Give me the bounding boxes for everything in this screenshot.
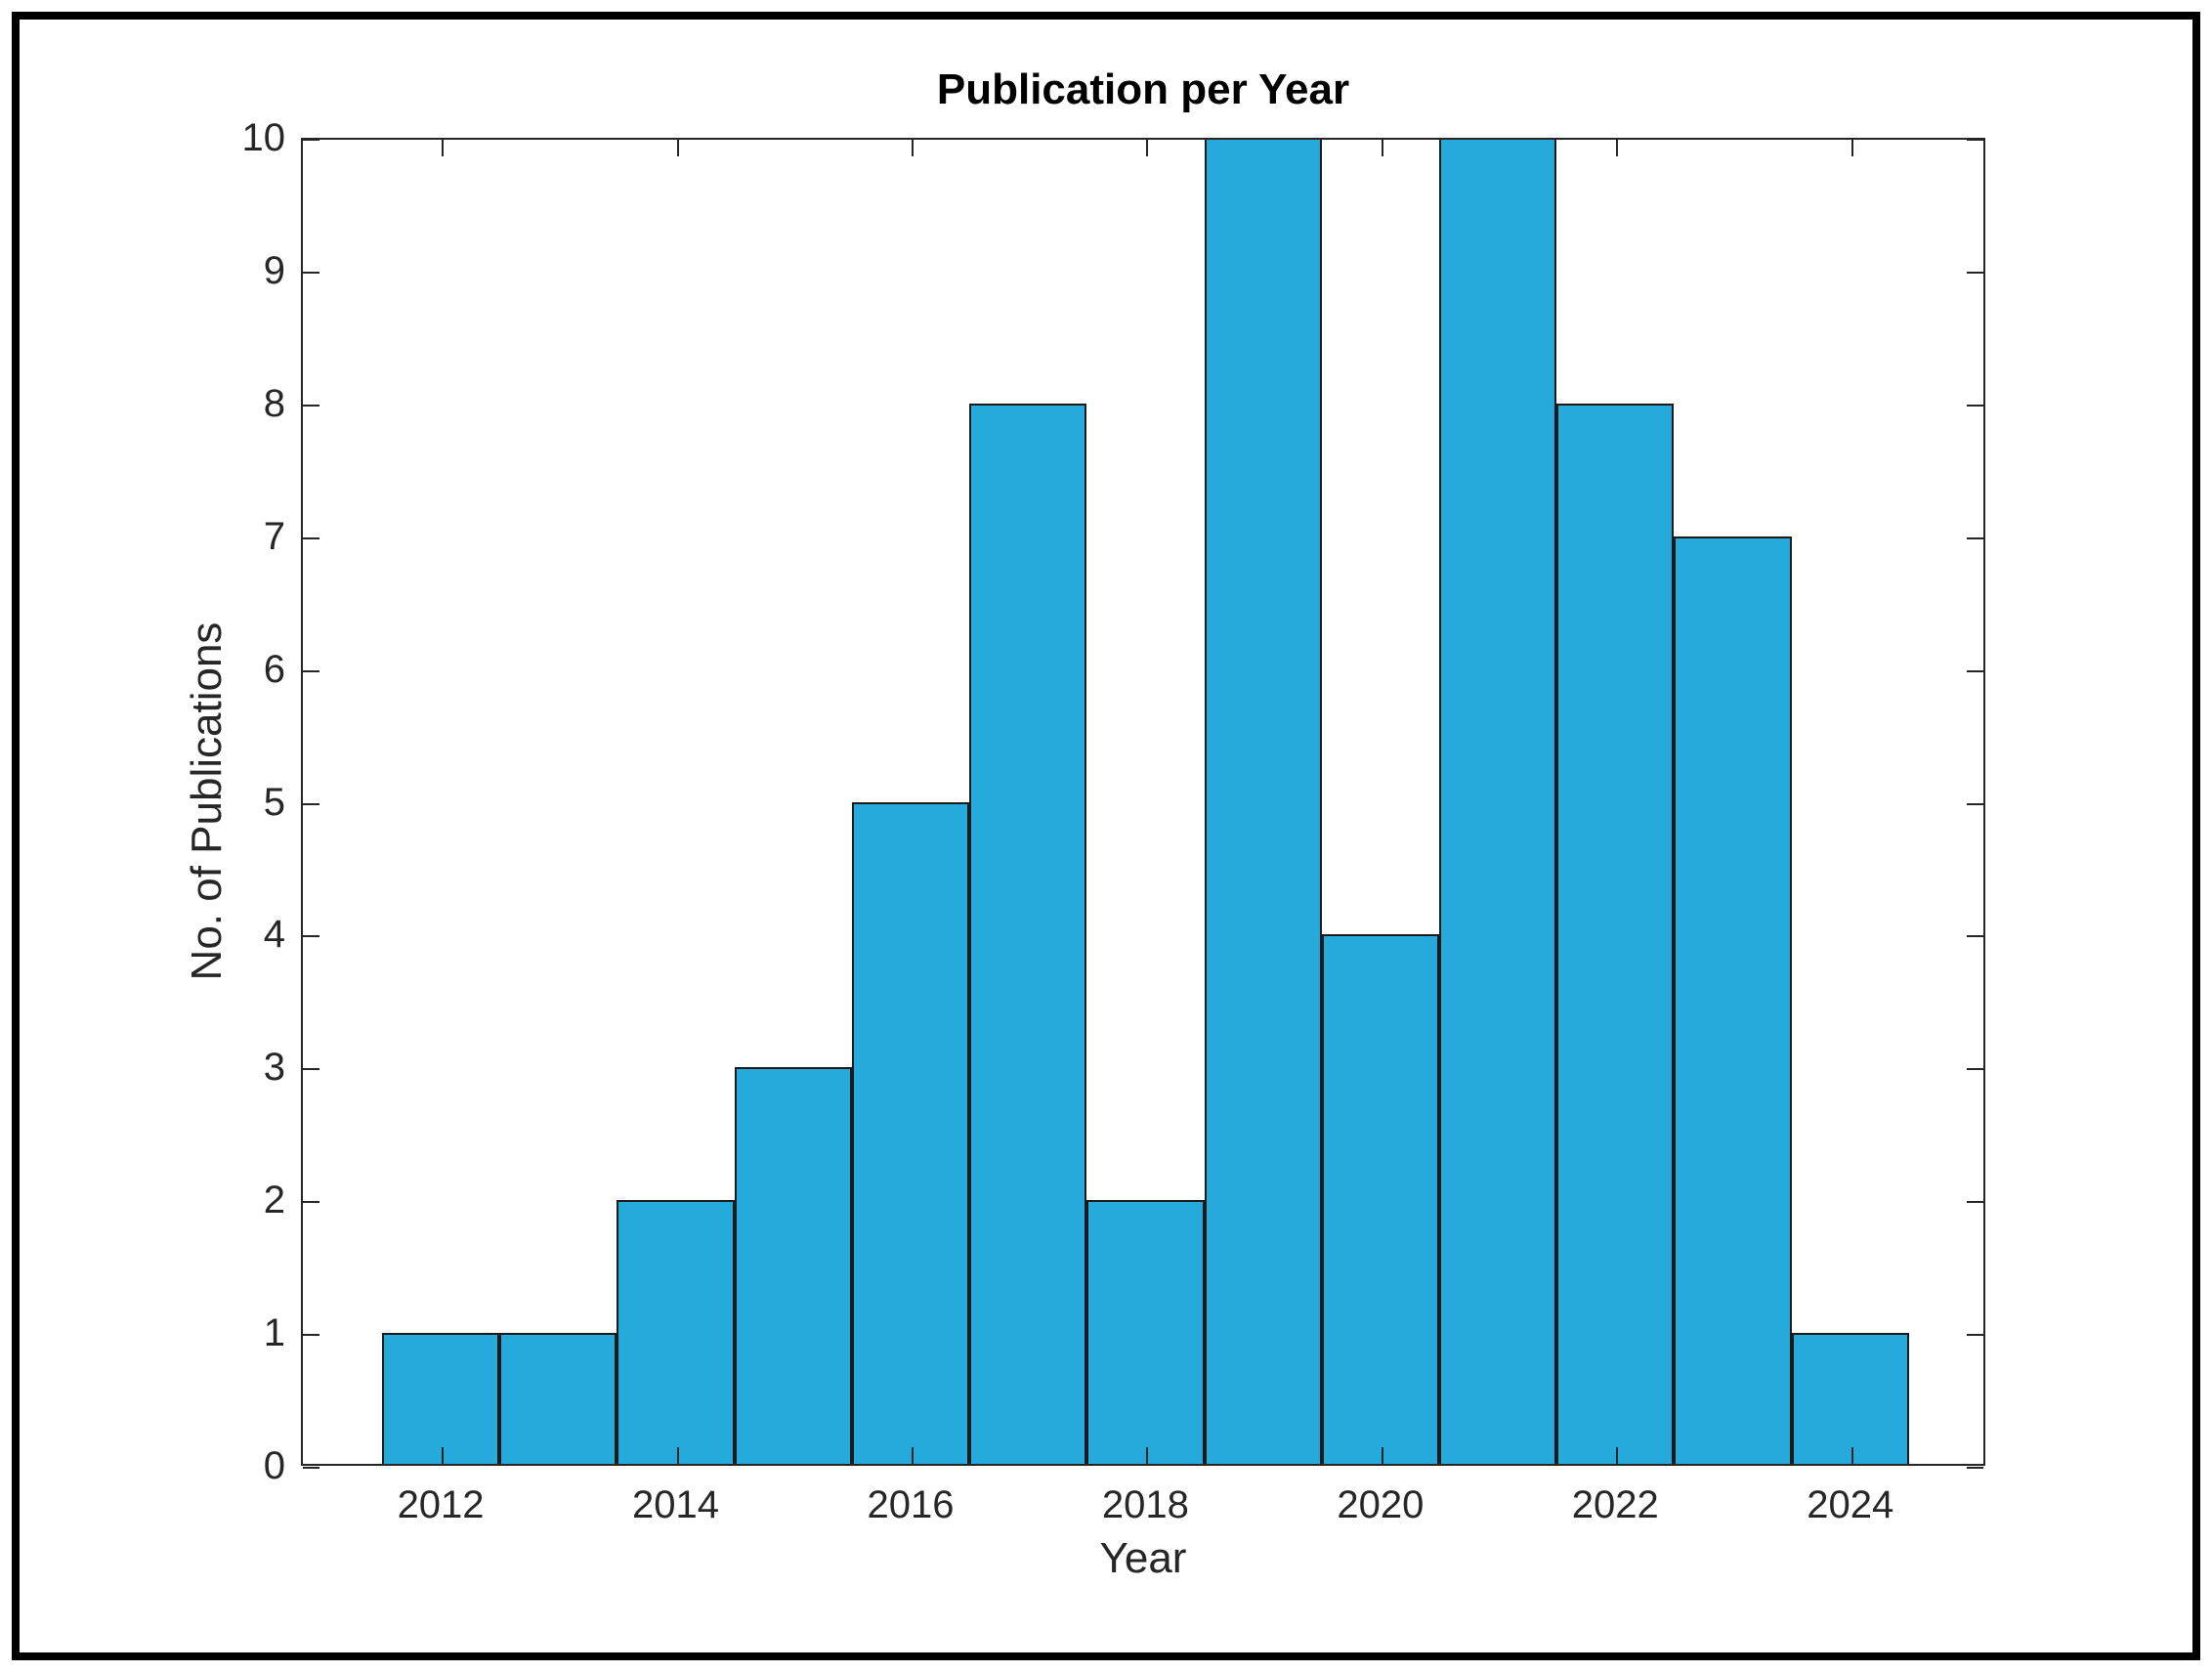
y-tick-label: 1: [263, 1311, 285, 1355]
x-tick-label: 2020: [1337, 1483, 1425, 1526]
y-tick-label: 3: [263, 1046, 285, 1090]
x-tick-label: 2012: [397, 1483, 485, 1526]
x-tick-label: 2024: [1807, 1483, 1894, 1526]
bar-2018: [1086, 1200, 1205, 1466]
bar-2021: [1438, 138, 1557, 1466]
x-tick-label: 2022: [1571, 1483, 1659, 1526]
bar-2015: [734, 1067, 852, 1466]
bar-2023: [1674, 536, 1792, 1466]
x-tick-label: 2018: [1101, 1483, 1189, 1526]
plot-area: [301, 138, 1985, 1469]
bar-2013: [499, 1333, 617, 1466]
y-tick-label: 10: [241, 116, 286, 159]
y-tick-label: 9: [263, 248, 285, 292]
y-tick-label: 0: [263, 1444, 285, 1487]
x-tick-label: 2016: [867, 1483, 955, 1526]
y-tick-mark: [1967, 1467, 1983, 1469]
y-tick-label: 7: [263, 514, 285, 558]
bar-2024: [1791, 1333, 1909, 1466]
x-axis-label: Year: [1099, 1534, 1187, 1582]
bar-2017: [969, 403, 1087, 1466]
chart-title: Publication per Year: [936, 65, 1350, 113]
bar-2022: [1556, 403, 1675, 1466]
y-tick-label: 8: [263, 381, 285, 425]
bar-2016: [851, 801, 970, 1466]
y-tick-mark: [303, 1467, 319, 1469]
bars-layer: [301, 138, 1985, 1466]
y-tick-label: 5: [263, 780, 285, 824]
bar-2012: [381, 1333, 500, 1466]
y-tick-label: 4: [263, 913, 285, 957]
bar-2019: [1204, 138, 1322, 1466]
y-tick-label: 2: [263, 1179, 285, 1222]
x-tick-label: 2014: [632, 1483, 719, 1526]
bar-2014: [617, 1200, 735, 1466]
bar-2020: [1321, 934, 1439, 1466]
y-tick-label: 6: [263, 647, 285, 691]
